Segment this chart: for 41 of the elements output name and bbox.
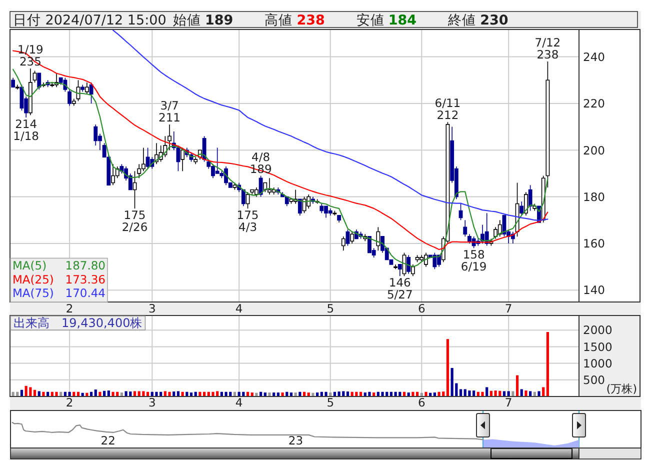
y-tick-label: 240 xyxy=(583,50,605,64)
annotation: 214 1/18 xyxy=(13,116,39,143)
text: MA(75) xyxy=(12,286,54,300)
x-tick-label: 5 xyxy=(326,396,334,410)
x-tick-label: 22 xyxy=(100,434,116,448)
y-tick-label: 140 xyxy=(583,283,605,298)
annotation: 7/12 238 xyxy=(534,35,561,62)
x-tick-label: 2 xyxy=(66,396,74,410)
y-tick-label: 220 xyxy=(583,96,605,111)
y-tick-label: 1500 xyxy=(583,340,612,354)
annotation: 146 5/27 xyxy=(386,276,413,302)
x-tick-label: 6 xyxy=(418,302,426,316)
x-tick-label: 6 xyxy=(418,396,426,410)
x-tick-label: 4 xyxy=(235,302,243,316)
x-tick-label: 5 xyxy=(326,302,334,316)
annotation: 170.44 xyxy=(65,286,106,300)
y-tick-label: 500 xyxy=(583,373,605,388)
annotation: 158 6/19 xyxy=(460,248,487,274)
y-tick-label: 1000 xyxy=(583,356,612,370)
y-tick-label: 200 xyxy=(583,143,605,158)
y-tick-label: 2000 xyxy=(583,323,612,338)
chart-title: 日付 2024/07/12 15:00 始値 189 高値 238 安値 184 終値 230 xyxy=(13,12,508,28)
annotation: 175 4/3 xyxy=(236,208,259,234)
x-tick-label: 7 xyxy=(504,396,512,410)
y-axis-title: (万株) xyxy=(606,382,637,396)
x-tick-label: 23 xyxy=(288,434,304,448)
chart-title: 出来高 19,430,400株 xyxy=(14,316,142,330)
y-tick-label: 180 xyxy=(583,190,605,204)
text: MA(25) xyxy=(12,272,54,286)
annotation: 3/7 211 xyxy=(158,98,180,124)
x-tick-label: 2 xyxy=(66,302,74,316)
x-tick-label: 3 xyxy=(148,302,156,316)
x-tick-label: 7 xyxy=(504,302,512,316)
x-tick-label: 3 xyxy=(148,396,156,410)
annotation: 187.80 xyxy=(65,258,106,273)
y-tick-label: 160 xyxy=(583,236,605,251)
text: MA(5) xyxy=(12,258,47,273)
annotation: 173.36 xyxy=(65,272,106,286)
annotation: 6/11 212 xyxy=(434,96,461,122)
x-tick-label: 4 xyxy=(235,396,243,410)
annotation: 175 2/26 xyxy=(122,208,148,234)
